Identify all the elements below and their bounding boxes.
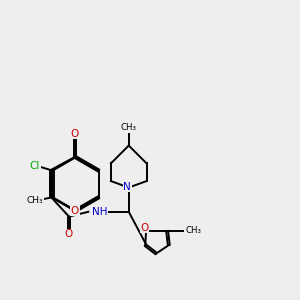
Text: CH₃: CH₃ [186, 226, 202, 235]
Text: CH₃: CH₃ [26, 196, 43, 205]
Text: O: O [65, 230, 73, 239]
Text: NH: NH [92, 207, 108, 217]
Text: Cl: Cl [30, 161, 40, 171]
Text: O: O [71, 206, 79, 216]
Text: O: O [71, 128, 79, 139]
Text: O: O [140, 223, 148, 232]
Text: N: N [123, 182, 131, 192]
Text: CH₃: CH₃ [121, 123, 137, 132]
